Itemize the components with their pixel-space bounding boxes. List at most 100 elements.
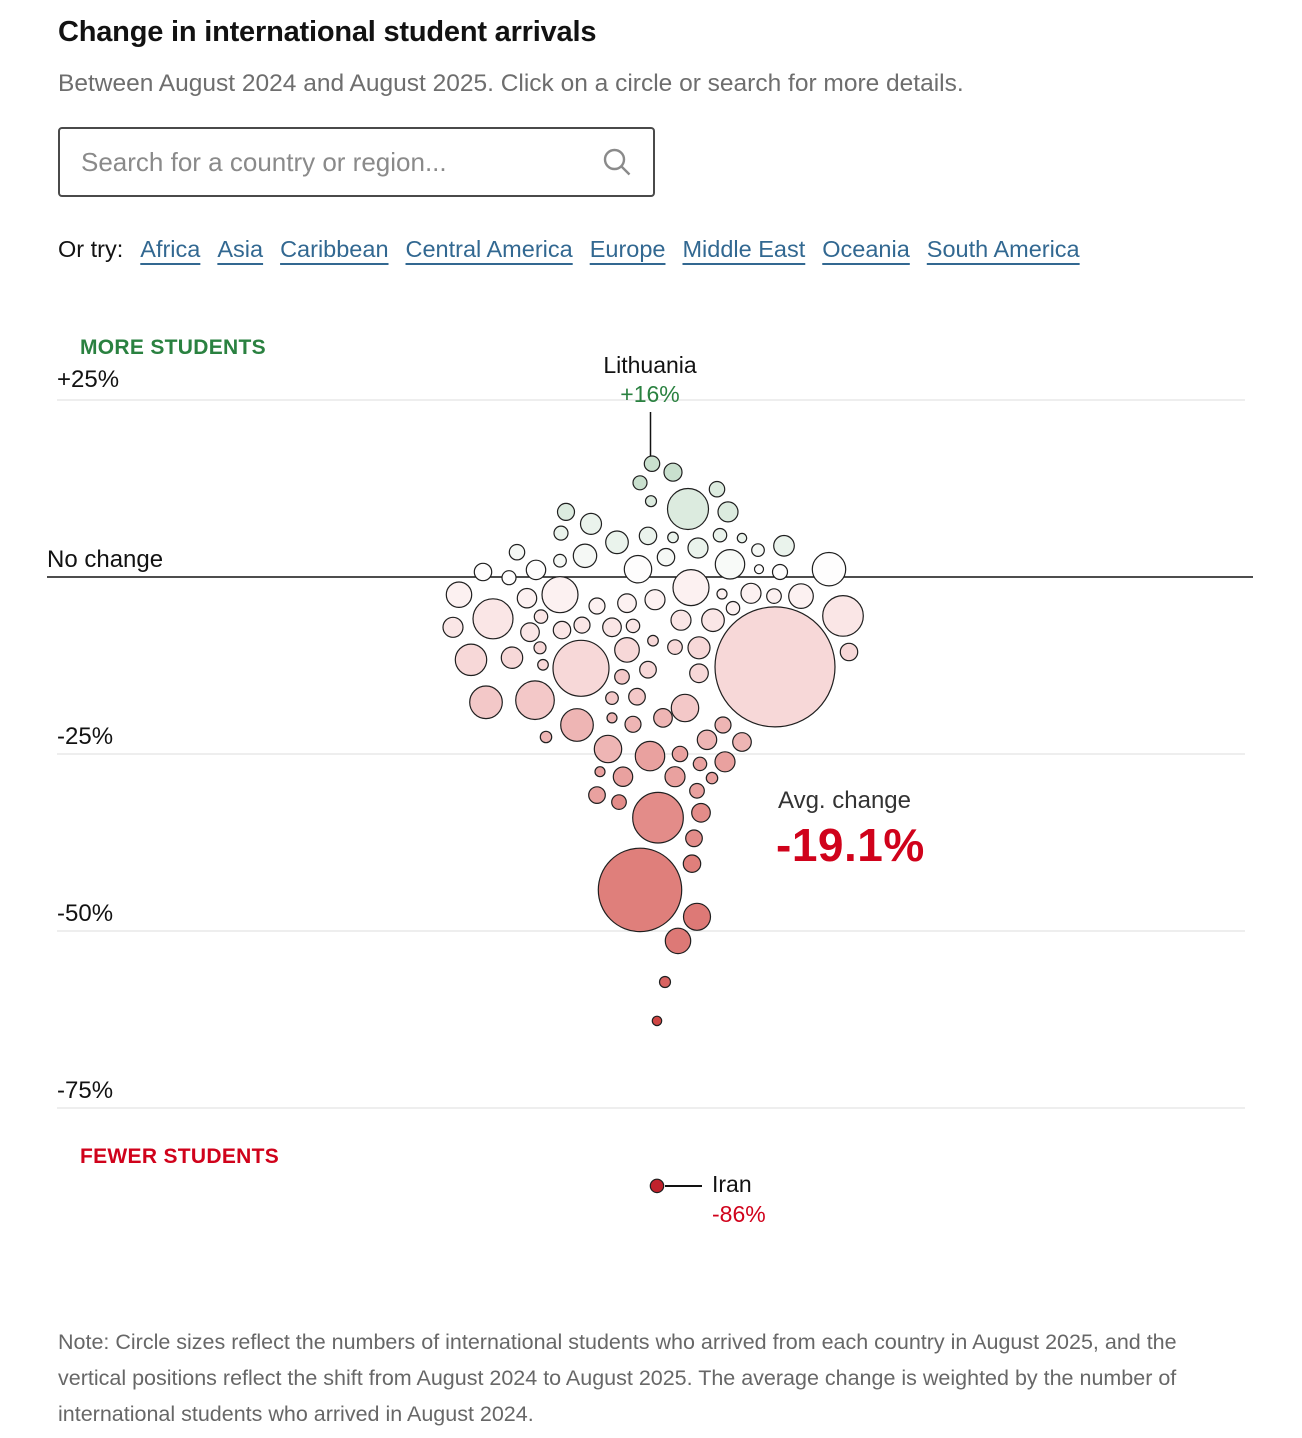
country-circle[interactable] <box>664 766 686 788</box>
country-circle[interactable] <box>632 475 648 491</box>
country-circle[interactable] <box>682 902 712 931</box>
country-circle[interactable] <box>623 554 653 584</box>
country-circle[interactable] <box>689 782 705 799</box>
country-circle[interactable] <box>839 642 859 662</box>
country-circle[interactable] <box>822 595 864 637</box>
country-circle[interactable] <box>500 646 524 669</box>
country-circle[interactable] <box>606 712 618 724</box>
country-circle[interactable] <box>472 598 514 640</box>
region-link-oceania[interactable]: Oceania <box>822 236 910 262</box>
country-circle[interactable] <box>692 756 708 772</box>
region-link-europe[interactable]: Europe <box>589 236 666 262</box>
country-circle[interactable] <box>647 634 659 647</box>
country-circle[interactable] <box>663 462 683 482</box>
country-circle[interactable] <box>689 663 709 684</box>
country-circle[interactable] <box>670 693 700 723</box>
region-link-asia[interactable]: Asia <box>217 236 264 262</box>
country-circle[interactable] <box>501 570 517 586</box>
country-circle[interactable] <box>687 537 709 559</box>
country-circle[interactable] <box>649 1178 665 1194</box>
country-circle[interactable] <box>525 559 547 581</box>
country-circle[interactable] <box>664 927 692 955</box>
country-circle[interactable] <box>552 639 610 697</box>
country-circle[interactable] <box>696 729 718 751</box>
country-circle[interactable] <box>667 531 679 544</box>
country-circle[interactable] <box>653 708 673 728</box>
country-circle[interactable] <box>740 582 762 604</box>
country-circle[interactable] <box>515 680 555 721</box>
country-circle[interactable] <box>454 643 488 677</box>
country-circle[interactable] <box>682 854 702 873</box>
country-circle[interactable] <box>533 609 549 624</box>
country-circle[interactable] <box>643 455 661 472</box>
country-circle[interactable] <box>520 622 540 643</box>
country-circle[interactable] <box>701 608 725 633</box>
country-circle[interactable] <box>656 547 676 567</box>
country-circle[interactable] <box>560 708 594 742</box>
country-circle[interactable] <box>691 802 711 823</box>
country-circle[interactable] <box>508 543 526 561</box>
country-circle[interactable] <box>705 771 719 785</box>
country-circle[interactable] <box>602 617 622 638</box>
country-circle[interactable] <box>672 568 710 607</box>
country-circle[interactable] <box>605 530 629 555</box>
region-link-middle-east[interactable]: Middle East <box>682 236 806 262</box>
country-circle[interactable] <box>671 745 689 763</box>
country-circle[interactable] <box>658 975 672 989</box>
country-circle[interactable] <box>634 740 666 772</box>
country-circle[interactable] <box>670 609 692 631</box>
country-circle[interactable] <box>611 794 627 810</box>
country-circle[interactable] <box>469 685 503 720</box>
country-circle[interactable] <box>685 829 703 848</box>
search-input[interactable] <box>60 129 601 195</box>
region-link-caribbean[interactable]: Caribbean <box>280 236 389 262</box>
country-circle[interactable] <box>539 730 553 744</box>
country-circle[interactable] <box>594 766 606 778</box>
country-circle[interactable] <box>714 716 732 734</box>
country-circle[interactable] <box>614 637 640 663</box>
region-link-central-america[interactable]: Central America <box>405 236 573 262</box>
country-circle[interactable] <box>537 658 549 671</box>
country-circle[interactable] <box>612 766 634 787</box>
country-circle[interactable] <box>516 587 538 609</box>
country-circle[interactable] <box>638 526 658 546</box>
country-circle[interactable] <box>445 581 473 608</box>
country-circle[interactable] <box>442 616 464 638</box>
country-circle[interactable] <box>811 551 847 587</box>
country-circle[interactable] <box>732 732 752 752</box>
country-circle[interactable] <box>717 501 739 523</box>
country-circle[interactable] <box>714 548 746 580</box>
region-link-south-america[interactable]: South America <box>926 236 1080 262</box>
country-circle[interactable] <box>687 636 711 660</box>
country-circle[interactable] <box>714 751 736 773</box>
country-circle[interactable] <box>617 593 637 614</box>
country-circle[interactable] <box>708 480 726 498</box>
country-circle[interactable] <box>625 618 641 634</box>
country-circle[interactable] <box>651 1015 663 1027</box>
country-circle[interactable] <box>624 715 642 733</box>
country-circle[interactable] <box>667 639 683 655</box>
country-circle[interactable] <box>556 502 576 521</box>
country-circle[interactable] <box>573 616 591 634</box>
country-circle[interactable] <box>473 562 493 582</box>
country-circle[interactable] <box>712 527 728 543</box>
country-circle[interactable] <box>593 734 623 764</box>
country-circle[interactable] <box>552 620 572 640</box>
country-circle[interactable] <box>553 553 567 568</box>
country-circle[interactable] <box>628 687 646 706</box>
country-circle[interactable] <box>541 576 579 614</box>
country-circle[interactable] <box>605 691 619 705</box>
country-circle[interactable] <box>666 487 710 531</box>
country-circle[interactable] <box>766 588 782 604</box>
country-circle[interactable] <box>771 563 789 581</box>
country-circle[interactable] <box>597 847 683 933</box>
country-circle[interactable] <box>572 543 598 569</box>
country-circle[interactable] <box>588 786 606 804</box>
country-circle[interactable] <box>753 564 765 575</box>
country-circle[interactable] <box>614 668 630 685</box>
country-circle[interactable] <box>714 606 836 728</box>
country-circle[interactable] <box>588 597 606 615</box>
country-circle[interactable] <box>632 791 684 844</box>
country-circle[interactable] <box>736 532 748 544</box>
country-circle[interactable] <box>773 534 795 557</box>
